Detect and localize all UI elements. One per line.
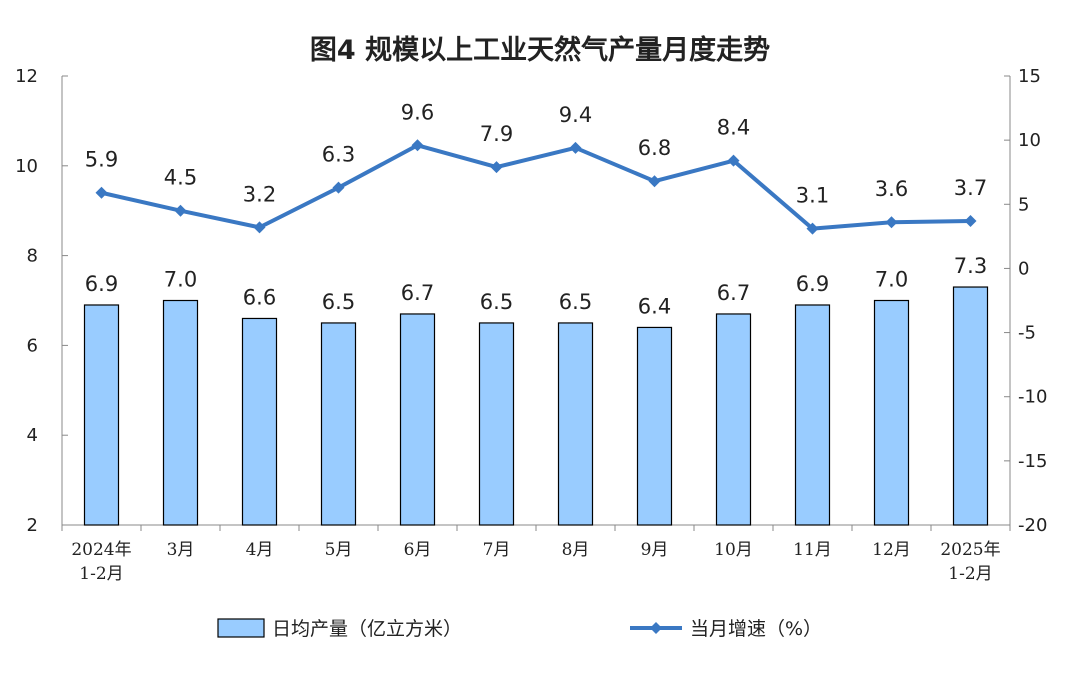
bar — [162, 299, 199, 526]
bar — [557, 322, 594, 526]
bar — [241, 317, 278, 526]
line-data-label: 5.9 — [85, 148, 118, 172]
bar — [794, 304, 831, 526]
x-tick-label: 7月 — [483, 540, 511, 560]
bar-data-label: 6.4 — [638, 294, 671, 318]
y-left-tick-label: 4 — [27, 425, 38, 446]
x-tick-label: 9月 — [641, 540, 669, 560]
y-right-tick-label: 15 — [1018, 66, 1041, 87]
bar-data-label: 6.5 — [480, 290, 513, 314]
bar — [873, 299, 910, 526]
chart-title: 图4 规模以上工业天然气产量月度走势 — [309, 35, 771, 66]
x-tick-label: 2024年 — [71, 540, 131, 560]
bar — [715, 313, 752, 526]
growth-line — [101, 143, 971, 231]
bar-data-label: 7.3 — [954, 254, 987, 278]
bar — [636, 326, 673, 526]
line-point — [727, 154, 740, 167]
line-point — [569, 141, 582, 154]
line-data-label: 9.4 — [559, 103, 592, 127]
line-point — [806, 222, 819, 235]
line-data-label: 3.6 — [875, 177, 908, 201]
bar-data-label: 7.0 — [164, 268, 197, 292]
x-tick-label: 4月 — [246, 540, 274, 560]
line-data-label: 7.9 — [480, 122, 513, 146]
bar-data-label: 6.9 — [85, 272, 118, 296]
line-data-label: 9.6 — [401, 100, 434, 124]
x-tick-label: 1-2月 — [79, 564, 123, 584]
y-right-tick-label: 0 — [1018, 258, 1029, 279]
bar-data-label: 6.7 — [401, 281, 434, 305]
legend-line-marker — [650, 622, 662, 634]
line-point — [411, 139, 424, 152]
bar-data-label: 6.5 — [559, 290, 592, 314]
bar-data-label: 6.6 — [243, 285, 276, 309]
bar — [320, 322, 357, 526]
x-tick-label: 8月 — [562, 540, 590, 560]
bar — [478, 322, 515, 526]
x-tick-label: 11月 — [793, 540, 832, 560]
legend-line-label: 当月增速（%） — [690, 618, 822, 640]
line-data-label: 3.7 — [954, 176, 987, 200]
y-right-tick-label: -10 — [1018, 387, 1047, 408]
y-right-tick-label: 10 — [1018, 130, 1041, 151]
bar — [399, 313, 436, 526]
bar-data-label: 6.7 — [717, 281, 750, 305]
x-tick-label: 2025年 — [940, 540, 1000, 560]
y-right-tick-label: -20 — [1018, 515, 1047, 536]
y-right-tick-label: 5 — [1018, 194, 1029, 215]
legend-bar-label: 日均产量（亿立方米） — [272, 618, 462, 640]
line-point — [885, 216, 898, 229]
y-left-tick-label: 12 — [15, 66, 38, 87]
y-right-tick-label: -15 — [1018, 451, 1047, 472]
x-tick-label: 12月 — [872, 540, 911, 560]
line-data-label: 3.1 — [796, 184, 829, 208]
x-tick-label: 3月 — [167, 540, 195, 560]
y-right-tick-label: -5 — [1018, 323, 1036, 344]
x-tick-label: 6月 — [404, 540, 432, 560]
line-data-label: 8.4 — [717, 116, 750, 140]
line-data-label: 6.3 — [322, 143, 355, 167]
y-left-tick-label: 10 — [15, 156, 38, 177]
legend-bar-swatch — [217, 618, 265, 638]
line-data-label: 6.8 — [638, 136, 671, 160]
bar-data-label: 7.0 — [875, 268, 908, 292]
bar-data-label: 6.5 — [322, 290, 355, 314]
y-left-tick-label: 8 — [27, 246, 38, 267]
y-left-tick-label: 6 — [27, 335, 38, 356]
bar — [83, 304, 120, 526]
line-point — [95, 186, 108, 199]
x-tick-label: 1-2月 — [948, 564, 992, 584]
line-point — [332, 181, 345, 194]
line-point — [174, 204, 187, 217]
bar-data-label: 6.9 — [796, 272, 829, 296]
line-data-label: 4.5 — [164, 166, 197, 190]
x-tick-label: 5月 — [325, 540, 353, 560]
line-data-label: 3.2 — [243, 182, 276, 206]
line-point — [490, 161, 503, 174]
line-point — [648, 175, 661, 188]
y-left-tick-label: 2 — [27, 515, 38, 536]
bar — [952, 286, 989, 526]
line-point — [253, 221, 266, 234]
x-tick-label: 10月 — [714, 540, 753, 560]
line-point — [964, 214, 977, 227]
